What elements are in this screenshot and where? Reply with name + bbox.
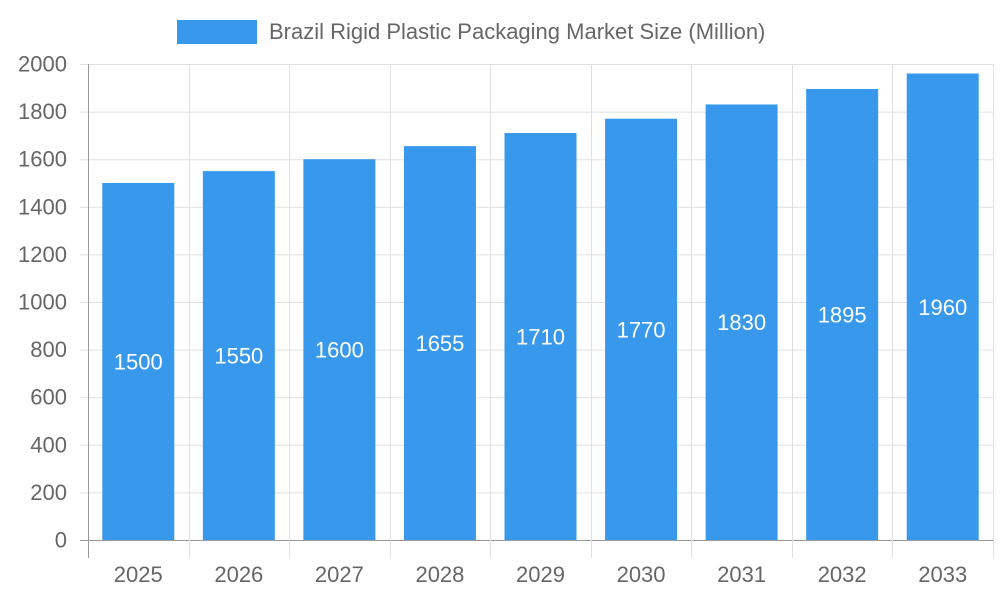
- data-label: 1550: [214, 344, 263, 369]
- y-tick-label: 200: [30, 480, 67, 505]
- x-tick-label: 2033: [918, 562, 967, 587]
- bar-2031: [705, 104, 778, 541]
- legend[interactable]: Brazil Rigid Plastic Packaging Market Si…: [177, 19, 765, 45]
- bar-2027: [303, 159, 376, 540]
- y-tick-label: 2000: [18, 52, 67, 77]
- y-tick-label: 400: [30, 432, 67, 457]
- x-tick-label: 2026: [214, 562, 263, 587]
- bar-2033: [906, 73, 979, 541]
- data-label: 1895: [818, 302, 867, 327]
- y-tick-label: 1600: [18, 147, 67, 172]
- y-tick-label: 1400: [18, 194, 67, 219]
- legend-swatch: [177, 20, 257, 44]
- x-tick-label: 2028: [415, 562, 464, 587]
- data-label: 1830: [717, 310, 766, 335]
- y-tick-label: 0: [55, 528, 67, 553]
- y-tick-label: 1000: [18, 290, 67, 315]
- x-tick-label: 2031: [717, 562, 766, 587]
- data-label: 1655: [415, 331, 464, 356]
- data-label: 1770: [617, 317, 666, 342]
- bar-2028: [403, 146, 476, 541]
- data-label: 1710: [516, 325, 565, 350]
- y-tick-label: 1800: [18, 99, 67, 124]
- y-tick-label: 600: [30, 385, 67, 410]
- data-label: 1960: [918, 295, 967, 320]
- y-tick-label: 800: [30, 337, 67, 362]
- x-tick-label: 2029: [516, 562, 565, 587]
- bar-2030: [605, 118, 678, 541]
- x-tick-label: 2030: [617, 562, 666, 587]
- x-tick-label: 2025: [114, 562, 163, 587]
- bar-2029: [504, 133, 577, 540]
- bar-2026: [202, 171, 275, 540]
- x-tick-label: 2032: [818, 562, 867, 587]
- bar-2025: [102, 183, 175, 540]
- data-label: 1500: [114, 350, 163, 375]
- bar-2032: [806, 88, 879, 541]
- x-tick-label: 2027: [315, 562, 364, 587]
- y-tick-label: 1200: [18, 242, 67, 267]
- data-label: 1600: [315, 338, 364, 363]
- legend-label: Brazil Rigid Plastic Packaging Market Si…: [269, 19, 766, 44]
